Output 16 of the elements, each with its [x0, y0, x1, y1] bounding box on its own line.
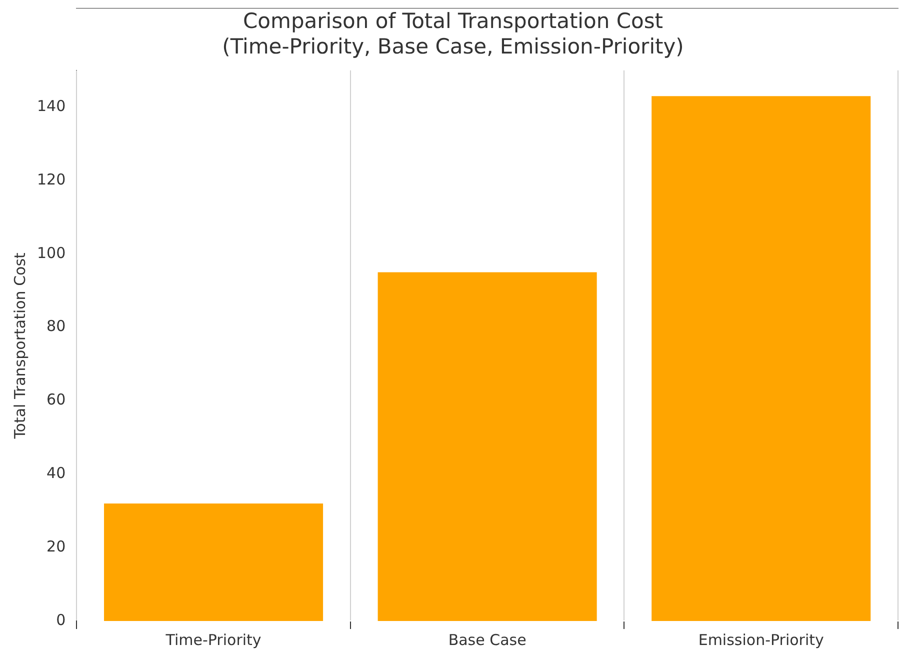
y-tick-label: 120 — [36, 170, 66, 188]
y-axis-title: Total Transportation Cost — [10, 252, 29, 440]
bar — [104, 504, 324, 621]
bar — [378, 272, 597, 621]
bar — [652, 96, 871, 621]
y-tick-label: 0 — [56, 610, 66, 629]
y-tick-label: 80 — [46, 317, 66, 336]
y-tick-label: 40 — [46, 464, 66, 482]
x-tick-label: Base Case — [448, 630, 526, 649]
y-tick-label: 100 — [36, 244, 66, 262]
y-tick-label: 20 — [46, 537, 66, 556]
x-tick-label: Time-Priority — [164, 630, 262, 649]
y-tick-label: 140 — [36, 96, 66, 115]
x-tick-label: Emission-Priority — [698, 630, 824, 649]
chart-title: Comparison of Total Transportation Cost (Time-Priority, Base Case, Emission-Priority) — [222, 9, 684, 58]
y-tick-label: 60 — [46, 390, 66, 409]
